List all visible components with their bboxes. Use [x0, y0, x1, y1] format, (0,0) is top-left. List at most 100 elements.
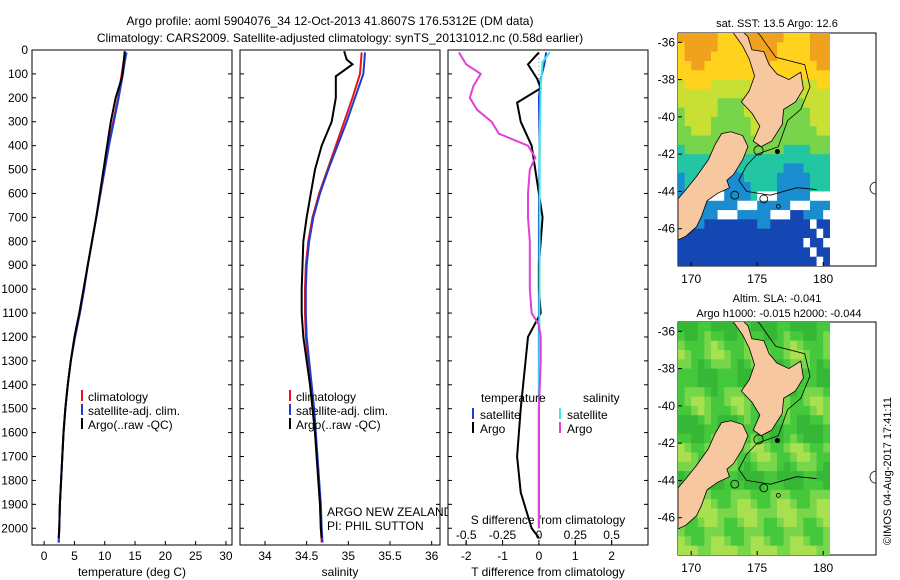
panel-sla-cell	[737, 415, 745, 426]
panel-sst-cell	[763, 191, 771, 202]
panel-sla-cell	[684, 405, 692, 416]
panel-sst-ytick-label: -44	[658, 184, 676, 198]
panel-sla-cell	[816, 517, 824, 528]
panel-sst-cell	[803, 154, 811, 165]
panel-sst-cell	[717, 210, 725, 220]
panel-sla-seamount	[753, 434, 764, 445]
panel-sla-cell	[810, 405, 818, 416]
panel-sla-cell	[704, 331, 712, 342]
panel-sst-cell	[750, 210, 758, 220]
depth-tick-label: 1400	[1, 378, 28, 392]
panel-sst-cell	[737, 172, 745, 183]
temperature-xtick-label: 5	[71, 549, 78, 563]
panel-sst-cell	[783, 210, 791, 220]
panel-sla-cell	[704, 499, 712, 509]
panel-sst-cell	[777, 51, 785, 62]
panel-sst-cell	[816, 60, 824, 71]
panel-sst-cell	[730, 98, 738, 109]
panel-sla-cell	[796, 480, 804, 491]
panel-sla-cell	[770, 527, 778, 537]
panel-sst-cell	[704, 88, 712, 99]
panel-sst-cell	[750, 172, 758, 183]
panel-sst-cell	[730, 107, 738, 118]
panel-sst-cell	[750, 238, 758, 248]
panel-sla-cell	[757, 508, 765, 519]
panel-sla-cell	[823, 452, 830, 463]
panel-sla-cell	[810, 508, 818, 519]
panel-sst-cell	[810, 70, 818, 81]
difference-xtick-label: 0	[536, 549, 543, 563]
panel-sla-cell	[737, 461, 745, 472]
panel-sst-cell	[737, 191, 745, 202]
panel-sst-cell	[750, 191, 758, 202]
panel-sst-cell	[810, 238, 818, 248]
panel-sst-cell	[790, 116, 798, 127]
panel-sst-cell	[684, 116, 692, 127]
panel-sla-cell	[783, 359, 791, 370]
panel-sst-cell	[684, 42, 692, 53]
panel-sst-cell	[783, 33, 791, 43]
panel-sla-cell	[730, 359, 738, 370]
panel-sla-cell	[711, 499, 719, 509]
panel-sla-cell	[790, 499, 798, 509]
temperature-frame	[31, 49, 233, 546]
depth-tick-label: 0	[21, 43, 28, 57]
panel-sst-cell	[684, 98, 692, 109]
panel-sla-argo-marker	[774, 438, 780, 444]
panel-sst-cell	[757, 163, 765, 174]
panel-sla-cell	[730, 508, 738, 519]
panel-sla-cell	[783, 536, 791, 547]
panel-sst-cell	[704, 60, 712, 71]
panel-sla-cell	[737, 377, 745, 388]
panel-sst-ytick-label: -38	[658, 73, 676, 87]
panel-sst-cell	[777, 219, 785, 230]
panel-sst-cell	[816, 42, 824, 53]
panel-sst-cell	[697, 256, 705, 266]
panel-sst-cell	[704, 126, 712, 137]
panel-sla-cell	[810, 340, 818, 351]
panel-sla-cell	[684, 452, 692, 463]
panel-sst-cell	[730, 88, 738, 99]
panel-sst-cell	[697, 33, 705, 43]
panel-sla-cell	[816, 499, 824, 509]
panel-sla-cell	[777, 322, 785, 332]
panel-sst-cell	[737, 98, 745, 109]
panel-sst-cell	[678, 107, 686, 118]
panel-sla-cell	[691, 349, 699, 360]
panel-sst-cell	[803, 42, 811, 53]
panel-sst-cell	[803, 172, 811, 183]
panel-sla-cell	[803, 331, 811, 342]
panel-sst-cell	[803, 228, 811, 239]
panel-sla-cell	[816, 331, 824, 342]
panel-sla-cell	[770, 545, 778, 555]
panel-sst-cell	[750, 256, 758, 266]
panel-sla-cell	[750, 536, 758, 547]
panel-sst-cell	[711, 79, 719, 90]
panel-sla-cell	[724, 387, 732, 398]
panel-sst-cell	[737, 200, 745, 211]
panel-sst-cell	[684, 247, 692, 258]
panel-sst-cell	[770, 33, 778, 43]
panel-sst-cell	[816, 116, 824, 127]
panel-sla-cell	[816, 461, 824, 472]
panel-sla-cell	[790, 433, 798, 444]
panel-sla-cell	[823, 415, 830, 426]
panel-sst-cell	[678, 42, 686, 53]
panel-sla-cell	[783, 489, 791, 500]
panel-sst-cell	[816, 126, 824, 137]
panel-sst-cell	[823, 79, 830, 90]
panel-sst-cell	[691, 60, 699, 71]
depth-tick-label: 1900	[1, 497, 28, 511]
panel-sla-cell	[823, 396, 830, 407]
panel-sst-cell	[678, 60, 686, 71]
annotation-institution: ARGO NEW ZEALAND	[327, 505, 453, 519]
temperature-series-argo	[57, 51, 126, 538]
panel-sst-cell	[796, 33, 804, 43]
legend-t-argo: Argo	[480, 422, 506, 436]
panel-sst-cell	[744, 107, 752, 118]
panel-sst-cell	[704, 200, 712, 211]
panel-sla-cell	[737, 480, 745, 491]
panel-sla-cell	[744, 527, 752, 537]
panel-sst-cell	[684, 256, 692, 266]
panel-sst-cell	[691, 144, 699, 155]
